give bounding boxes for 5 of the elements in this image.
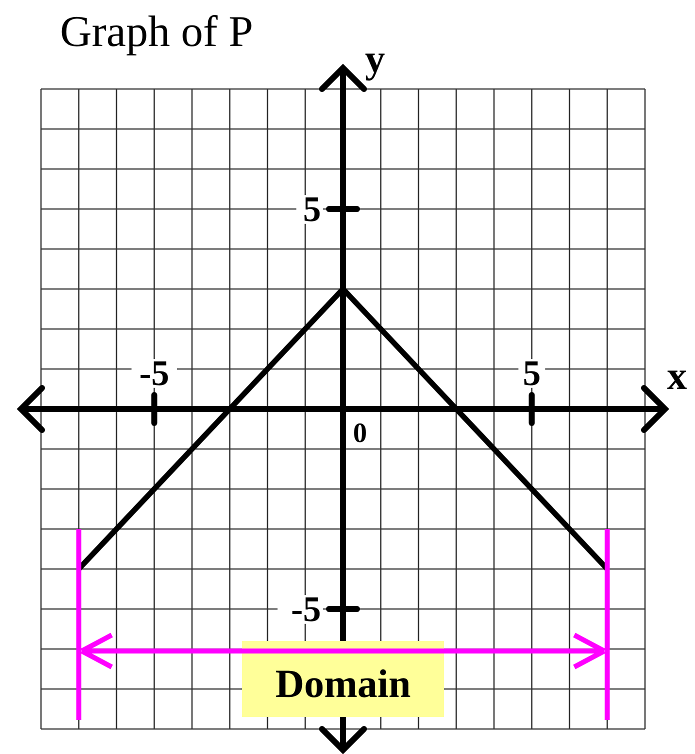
chart-title: Graph of P [60,7,254,56]
x-axis-title: x [667,353,687,398]
annotation: Domain [275,661,411,706]
y-axis-title: y [365,36,385,81]
annotation: 0 [353,418,367,449]
